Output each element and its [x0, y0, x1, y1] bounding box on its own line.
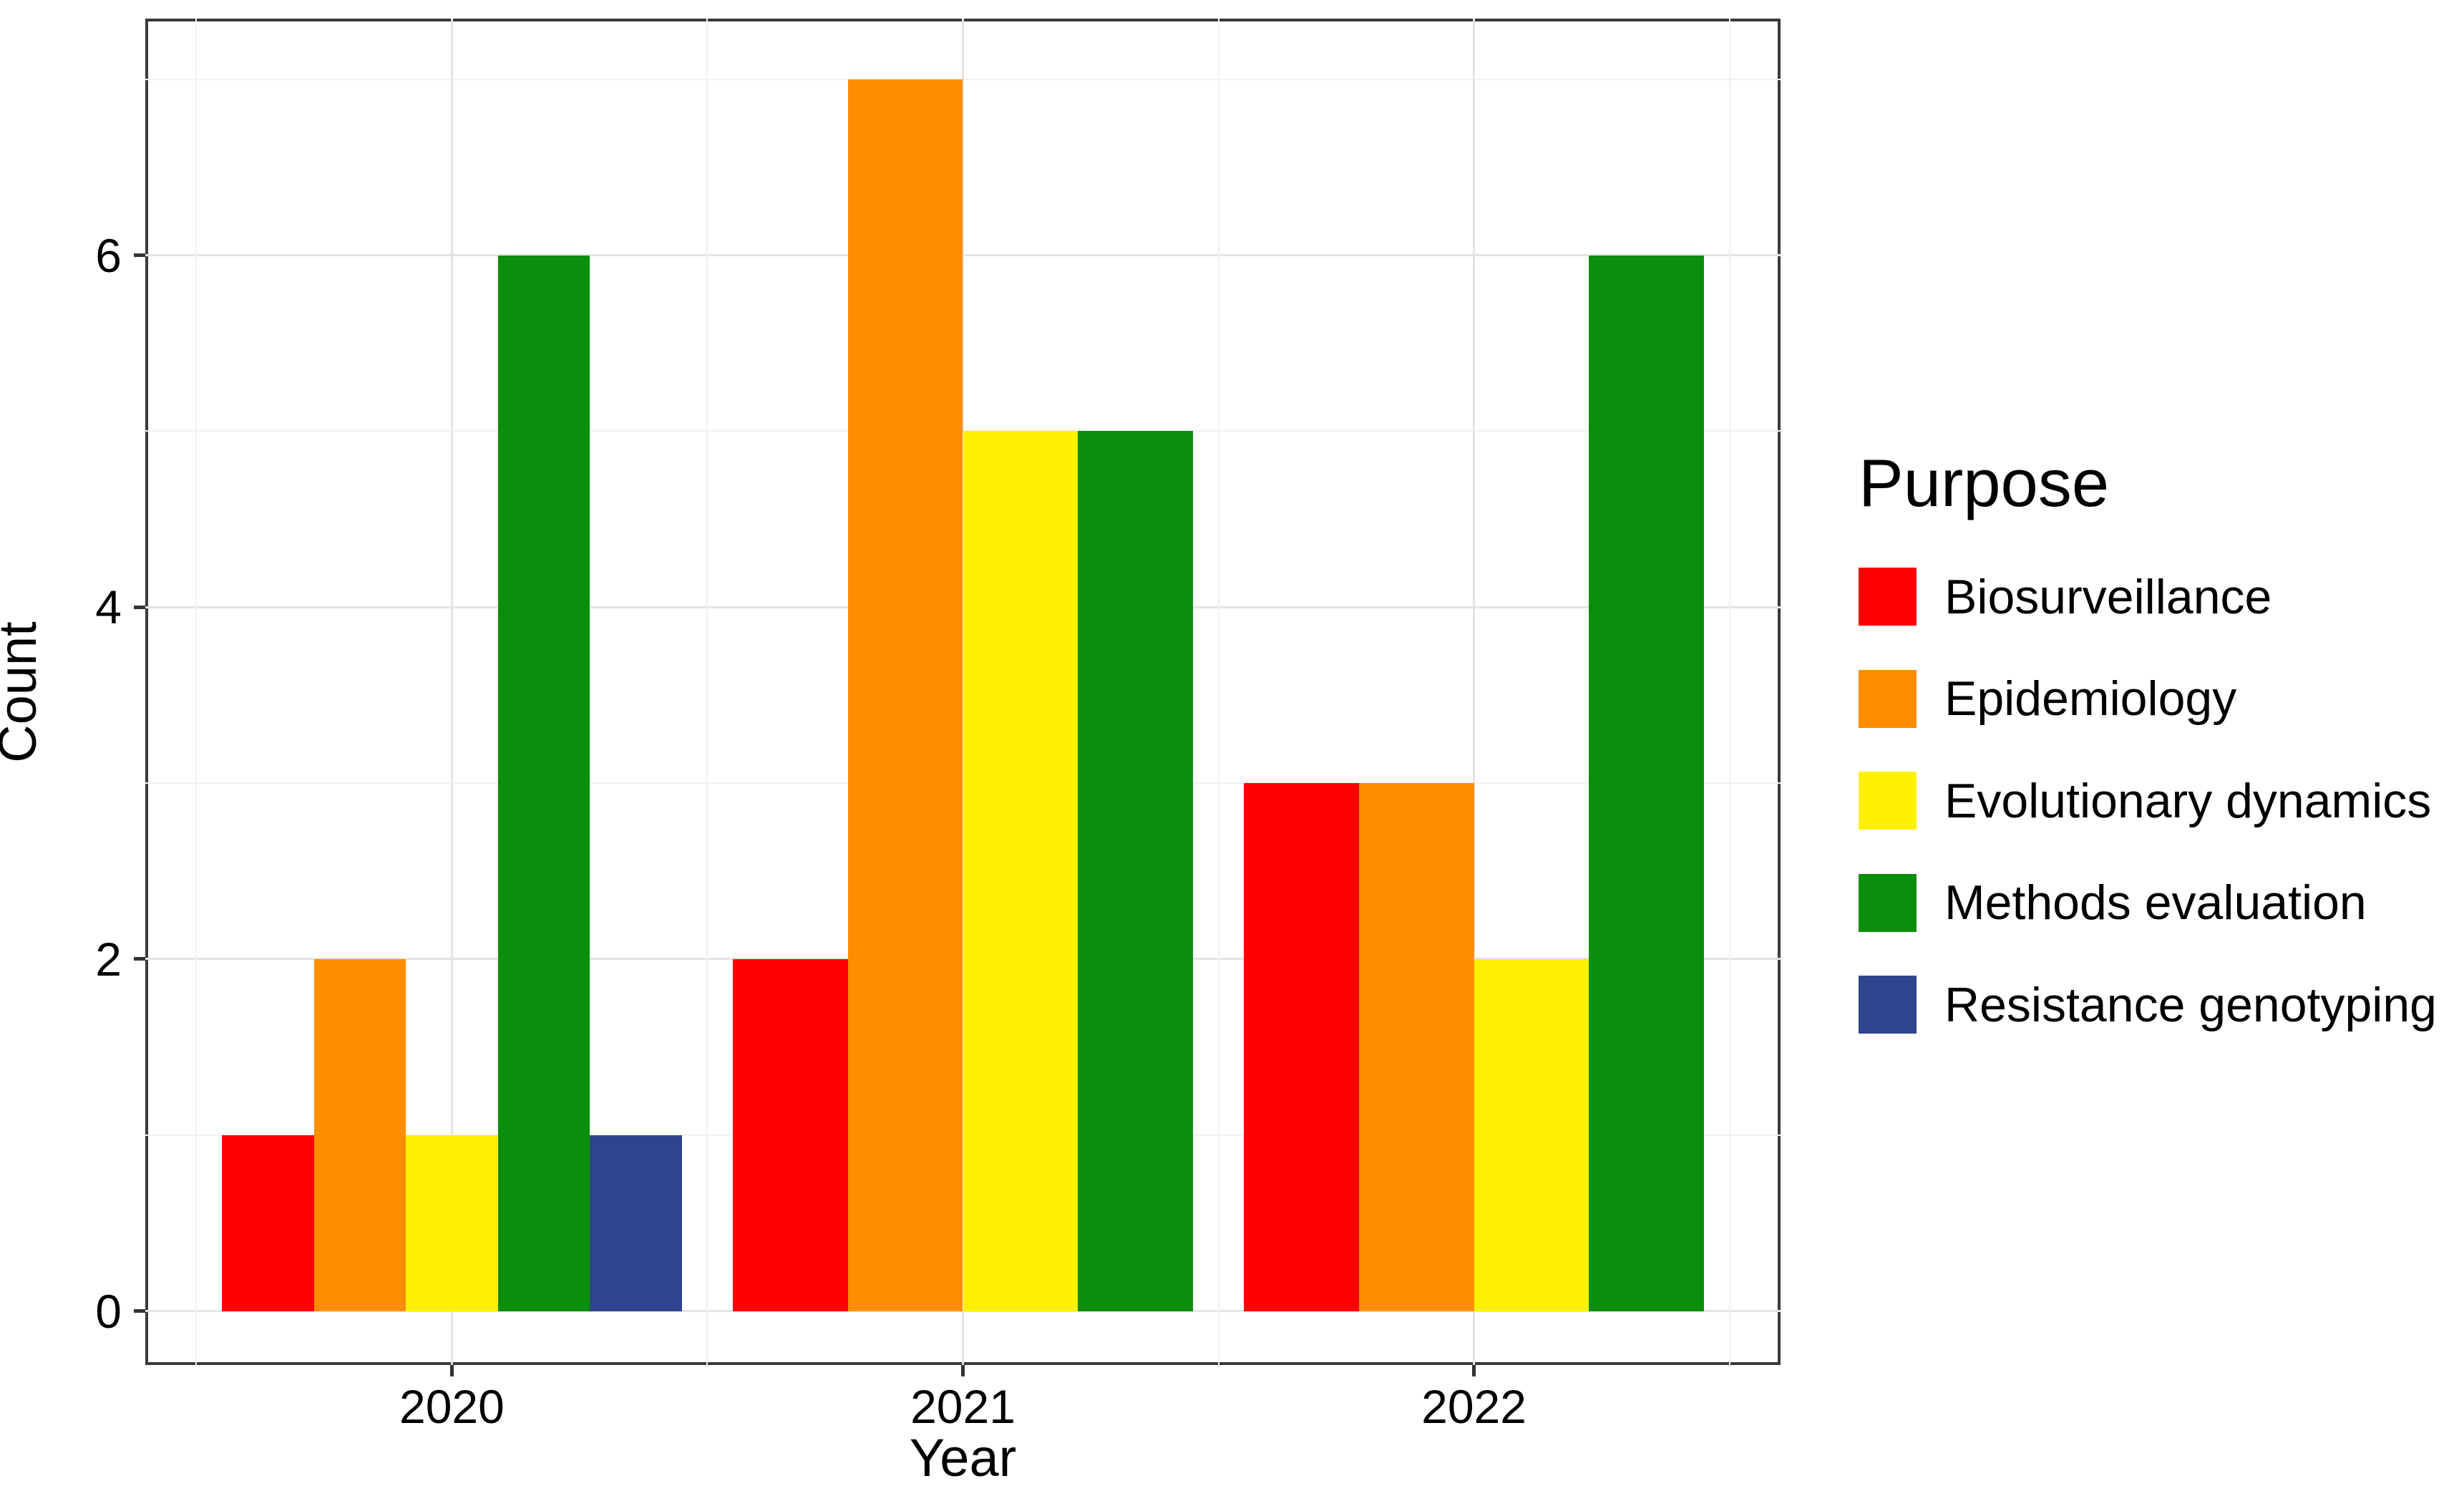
- bar-2021-evolutionary-dynamics: [963, 431, 1078, 1311]
- x-major-gridline: [450, 19, 453, 1365]
- legend-label-resistance-genotyping: Resistance genotyping: [1944, 977, 2438, 1032]
- bar-2021-epidemiology: [847, 79, 963, 1311]
- legend-label-evolutionary-dynamics: Evolutionary dynamics: [1944, 773, 2432, 828]
- x-tick-label-2021: 2021: [910, 1380, 1016, 1433]
- x-axis-tick: [449, 1365, 454, 1376]
- bar-2021-biosurveillance: [733, 958, 848, 1311]
- legend-key-evolutionary-dynamics: [1859, 772, 1917, 830]
- legend-key-resistance-genotyping: [1859, 976, 1917, 1034]
- bar-2022-biosurveillance: [1244, 783, 1359, 1311]
- bar-2020-evolutionary-dynamics: [406, 1135, 498, 1311]
- y-axis-tick: [134, 957, 145, 961]
- bar-2022-methods-evaluation: [1589, 255, 1704, 1311]
- x-minor-gridline: [195, 19, 198, 1365]
- bar-2020-epidemiology: [313, 958, 406, 1311]
- x-minor-gridline: [1217, 19, 1219, 1365]
- x-axis-tick: [1472, 1365, 1476, 1376]
- y-tick-label: 6: [95, 228, 122, 282]
- y-axis-tick: [134, 253, 145, 258]
- y-axis-tick: [134, 605, 145, 609]
- x-minor-gridline: [1728, 19, 1730, 1365]
- bar-2020-biosurveillance: [222, 1135, 314, 1311]
- y-tick-label: 2: [95, 932, 122, 986]
- legend-label-methods-evaluation: Methods evaluation: [1944, 875, 2367, 930]
- x-tick-label-2022: 2022: [1421, 1380, 1526, 1433]
- x-minor-gridline: [706, 19, 708, 1365]
- y-axis-tick: [134, 1309, 145, 1313]
- legend-title: Purpose: [1859, 445, 2110, 520]
- bar-2022-evolutionary-dynamics: [1474, 958, 1589, 1311]
- bar-2020-resistance-genotyping: [590, 1135, 682, 1311]
- legend-key-epidemiology: [1859, 669, 1917, 728]
- x-major-gridline: [1473, 19, 1476, 1365]
- legend-label-epidemiology: Epidemiology: [1944, 671, 2237, 726]
- bar-2022-epidemiology: [1358, 783, 1474, 1311]
- y-tick-label: 4: [95, 581, 122, 634]
- legend-key-biosurveillance: [1859, 568, 1917, 626]
- bar-2020-methods-evaluation: [497, 255, 590, 1311]
- x-axis-tick: [961, 1365, 965, 1376]
- x-axis-title: Year: [909, 1428, 1017, 1487]
- y-tick-label: 0: [95, 1284, 122, 1338]
- bar-2021-methods-evaluation: [1078, 431, 1193, 1311]
- legend-label-biosurveillance: Biosurveillance: [1944, 569, 2272, 624]
- legend-key-methods-evaluation: [1859, 873, 1917, 932]
- y-axis-title: Count: [0, 621, 47, 763]
- x-tick-label-2020: 2020: [399, 1380, 505, 1433]
